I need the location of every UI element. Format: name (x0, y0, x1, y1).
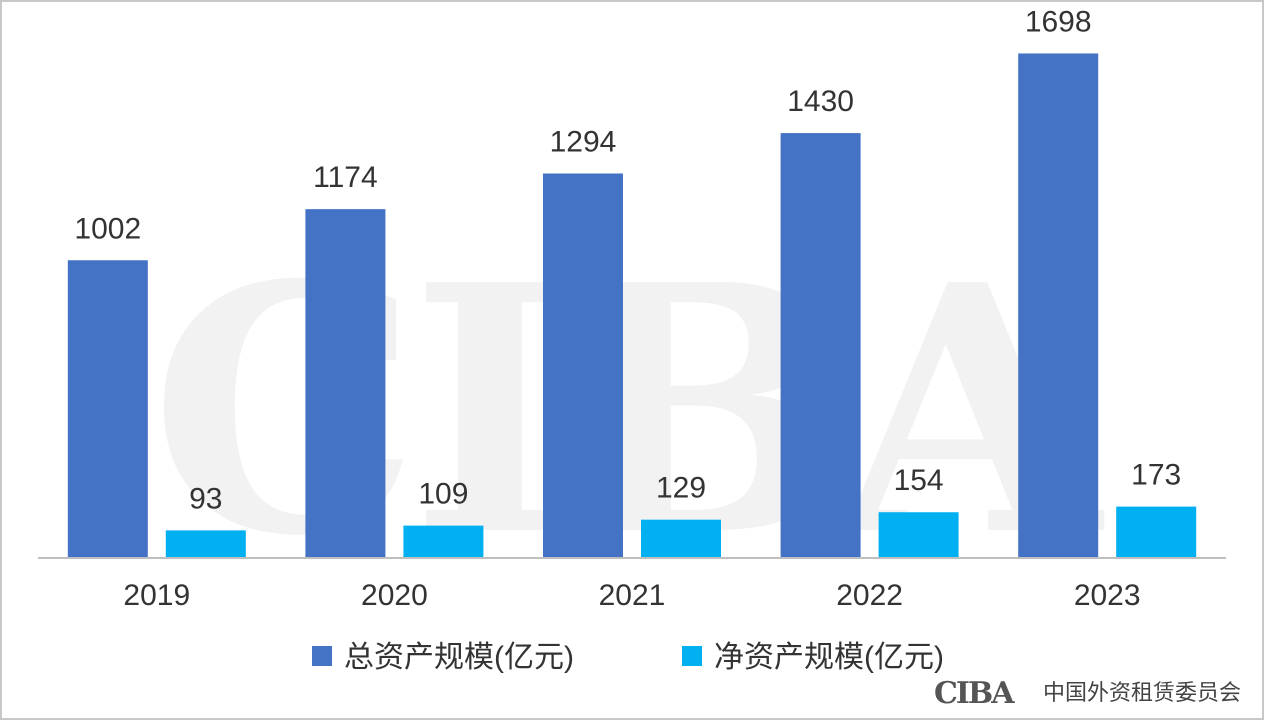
value-label-total-assets-2023: 1698 (1025, 5, 1092, 38)
value-label-total-assets-2020: 1174 (313, 161, 378, 194)
bar-total-assets-2021 (543, 173, 623, 559)
value-label-net-assets-2023: 173 (1131, 459, 1181, 492)
value-label-total-assets-2022: 1430 (787, 85, 854, 118)
legend: 总资产规模(亿元) 净资产规模(亿元) (312, 641, 944, 674)
value-label-net-assets-2021: 129 (656, 472, 706, 505)
value-label-total-assets-2019: 1002 (74, 212, 141, 245)
bar-net-assets-2023 (1116, 506, 1197, 558)
x-tick-group: 2019 2020 2021 2022 2023 (123, 579, 1140, 612)
ciba-logo: CIBA 中国外资租赁委员会 (934, 676, 1241, 711)
value-label-net-assets-2022: 154 (894, 464, 944, 497)
value-label-net-assets-2020: 109 (418, 478, 468, 511)
x-tick-label-2021: 2021 (599, 579, 666, 612)
watermark-text: CIBA (150, 212, 1108, 611)
value-label-net-assets-2019: 93 (189, 482, 222, 515)
bar-total-assets-2019 (67, 260, 148, 558)
bar-net-assets-2021 (641, 519, 721, 558)
bar-total-assets-2020 (305, 209, 386, 558)
bar-total-assets-2022 (780, 133, 861, 559)
legend-swatch-net-assets (682, 646, 702, 666)
bar-group (67, 53, 1197, 559)
x-tick-label-2019: 2019 (123, 579, 190, 612)
bar-net-assets-2020 (403, 525, 484, 558)
legend-label-total-assets: 总资产规模(亿元) (344, 641, 574, 674)
legend-swatch-total-assets (312, 646, 332, 666)
legend-label-net-assets: 净资产规模(亿元) (714, 641, 944, 674)
value-label-group: 1002 93 1174 109 1294 129 1430 154 1698 173 (74, 5, 1181, 515)
x-tick-label-2022: 2022 (836, 579, 903, 612)
bar-total-assets-2023 (1018, 53, 1099, 559)
x-tick-label-2023: 2023 (1074, 579, 1141, 612)
bar-net-assets-2022 (878, 512, 959, 558)
logo-text: 中国外资租赁委员会 (1043, 681, 1241, 706)
logo-mark: CIBA (934, 676, 1015, 711)
bar-net-assets-2019 (165, 530, 246, 558)
x-tick-label-2020: 2020 (361, 579, 428, 612)
value-label-total-assets-2021: 1294 (550, 125, 617, 158)
